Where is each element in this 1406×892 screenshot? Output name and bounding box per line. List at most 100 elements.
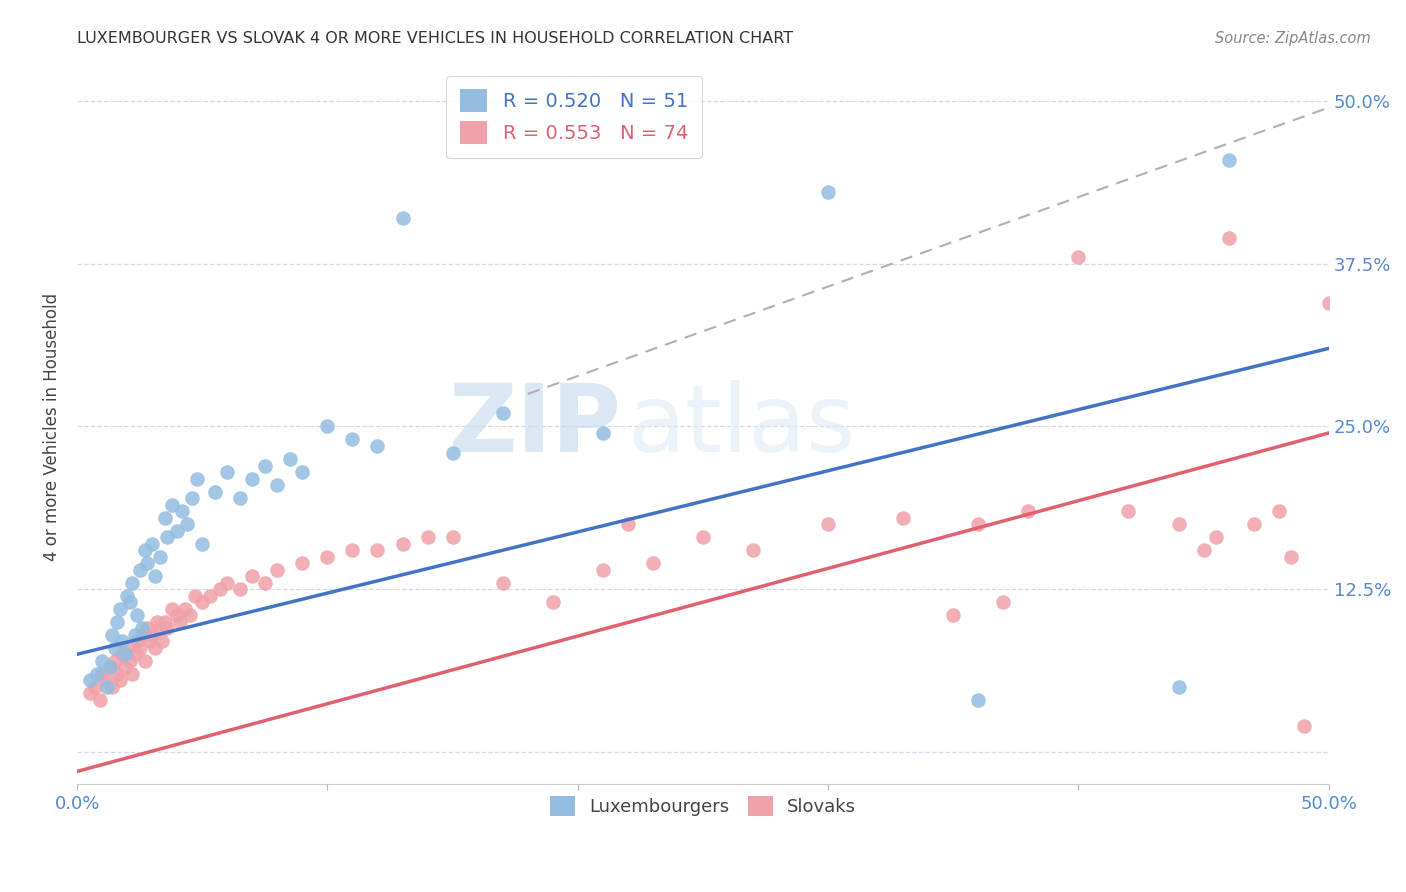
Point xyxy=(316,549,339,564)
Point xyxy=(342,543,364,558)
Point xyxy=(1218,231,1240,245)
Point xyxy=(91,666,114,681)
Point xyxy=(86,666,108,681)
Point xyxy=(114,647,136,661)
Point xyxy=(366,439,388,453)
Point xyxy=(105,615,128,629)
Text: Source: ZipAtlas.com: Source: ZipAtlas.com xyxy=(1215,31,1371,46)
Point xyxy=(1292,719,1315,733)
Point xyxy=(104,640,127,655)
Point xyxy=(156,530,179,544)
Point xyxy=(541,595,564,609)
Point xyxy=(143,640,166,655)
Point xyxy=(204,484,226,499)
Point xyxy=(89,693,111,707)
Point xyxy=(592,563,614,577)
Point xyxy=(141,628,163,642)
Point xyxy=(127,634,149,648)
Point xyxy=(1279,549,1302,564)
Point xyxy=(891,510,914,524)
Point xyxy=(79,673,101,688)
Point xyxy=(146,615,169,629)
Point xyxy=(153,510,176,524)
Point xyxy=(128,563,150,577)
Point xyxy=(229,582,252,597)
Point xyxy=(316,419,339,434)
Point xyxy=(91,654,114,668)
Point xyxy=(291,556,314,570)
Point xyxy=(101,628,124,642)
Point xyxy=(134,654,156,668)
Point xyxy=(1218,153,1240,167)
Point xyxy=(291,465,314,479)
Point xyxy=(115,640,138,655)
Point xyxy=(105,666,128,681)
Point xyxy=(191,536,214,550)
Point xyxy=(124,628,146,642)
Point xyxy=(179,608,201,623)
Point xyxy=(127,608,149,623)
Point xyxy=(441,445,464,459)
Point xyxy=(967,517,990,532)
Point xyxy=(266,478,288,492)
Point xyxy=(492,575,515,590)
Point xyxy=(208,582,231,597)
Point xyxy=(83,680,105,694)
Point xyxy=(176,517,198,532)
Point xyxy=(101,680,124,694)
Text: LUXEMBOURGER VS SLOVAK 4 OR MORE VEHICLES IN HOUSEHOLD CORRELATION CHART: LUXEMBOURGER VS SLOVAK 4 OR MORE VEHICLE… xyxy=(77,31,793,46)
Point xyxy=(441,530,464,544)
Point xyxy=(366,543,388,558)
Point xyxy=(166,524,188,538)
Point xyxy=(136,556,159,570)
Point xyxy=(391,536,413,550)
Point xyxy=(817,517,839,532)
Point xyxy=(967,693,990,707)
Point xyxy=(1267,504,1289,518)
Point xyxy=(121,575,143,590)
Point xyxy=(118,654,141,668)
Point xyxy=(492,407,515,421)
Point xyxy=(993,595,1015,609)
Legend: Luxembourgers, Slovaks: Luxembourgers, Slovaks xyxy=(540,787,865,825)
Point xyxy=(124,647,146,661)
Point xyxy=(1243,517,1265,532)
Point xyxy=(173,601,195,615)
Point xyxy=(1167,680,1189,694)
Point xyxy=(98,660,121,674)
Point xyxy=(1017,504,1039,518)
Point xyxy=(160,601,183,615)
Point xyxy=(169,615,191,629)
Point xyxy=(153,615,176,629)
Point xyxy=(149,621,172,635)
Point xyxy=(108,673,131,688)
Point xyxy=(942,608,965,623)
Point xyxy=(240,569,263,583)
Point xyxy=(253,575,276,590)
Point xyxy=(391,211,413,226)
Point xyxy=(217,465,239,479)
Text: ZIP: ZIP xyxy=(449,381,621,473)
Point xyxy=(98,660,121,674)
Point xyxy=(617,517,640,532)
Point xyxy=(166,608,188,623)
Point xyxy=(172,504,194,518)
Point xyxy=(143,569,166,583)
Point xyxy=(150,634,173,648)
Point xyxy=(1118,504,1140,518)
Point xyxy=(149,549,172,564)
Point xyxy=(96,680,118,694)
Point xyxy=(641,556,664,570)
Point xyxy=(111,634,134,648)
Point xyxy=(134,543,156,558)
Point xyxy=(160,498,183,512)
Point xyxy=(131,628,153,642)
Point xyxy=(229,491,252,505)
Point xyxy=(253,458,276,473)
Point xyxy=(592,425,614,440)
Point xyxy=(114,660,136,674)
Point xyxy=(108,601,131,615)
Point xyxy=(79,686,101,700)
Y-axis label: 4 or more Vehicles in Household: 4 or more Vehicles in Household xyxy=(44,293,60,560)
Point xyxy=(111,647,134,661)
